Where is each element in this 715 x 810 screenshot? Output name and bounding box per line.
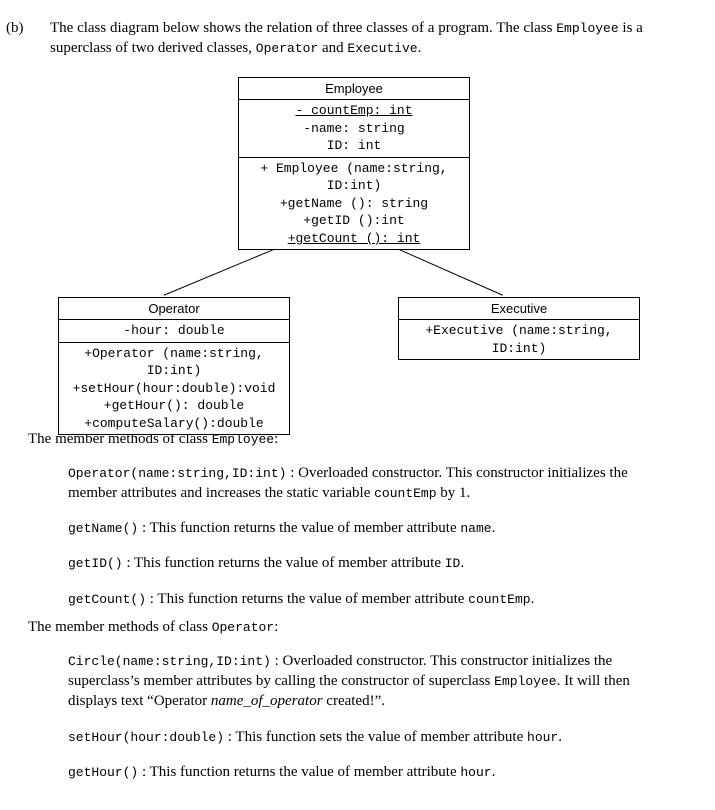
operator-methods: +Operator (name:string, ID:int) +setHour… [59,343,289,435]
operator-methods-heading: The member methods of class Operator: [28,619,687,636]
operator-attributes: -hour: double [59,320,289,343]
emp-method-desc-4: getCount() : This function returns the v… [68,589,677,609]
op-method-desc-3: getHour() : This function returns the va… [68,762,677,782]
executive-methods: +Executive (name:string, ID:int) [399,320,639,359]
emp-method-desc-1: Operator(name:string,ID:int) : Overloade… [68,463,677,504]
operator-title: Operator [59,298,289,321]
operator-class: Operator -hour: double +Operator (name:s… [58,297,290,436]
employee-title: Employee [239,78,469,101]
emp-method-desc-3: getID() : This function returns the valu… [68,553,677,573]
employee-methods: + Employee (name:string, ID:int) +getNam… [239,158,469,250]
op-method-desc-1: Circle(name:string,ID:int) : Overloaded … [68,651,677,712]
employee-class: Employee - countEmp: int -name: string I… [238,77,470,251]
intro-paragraph: (b)The class diagram below shows the rel… [50,18,687,59]
executive-class: Executive +Executive (name:string, ID:in… [398,297,640,361]
emp-method-desc-2: getName() : This function returns the va… [68,518,677,538]
part-label: (b) [28,18,50,38]
employee-attributes: - countEmp: int -name: string ID: int [239,100,469,158]
uml-diagram: Employee - countEmp: int -name: string I… [38,77,677,407]
op-method-desc-2: setHour(hour:double) : This function set… [68,727,677,747]
executive-title: Executive [399,298,639,321]
